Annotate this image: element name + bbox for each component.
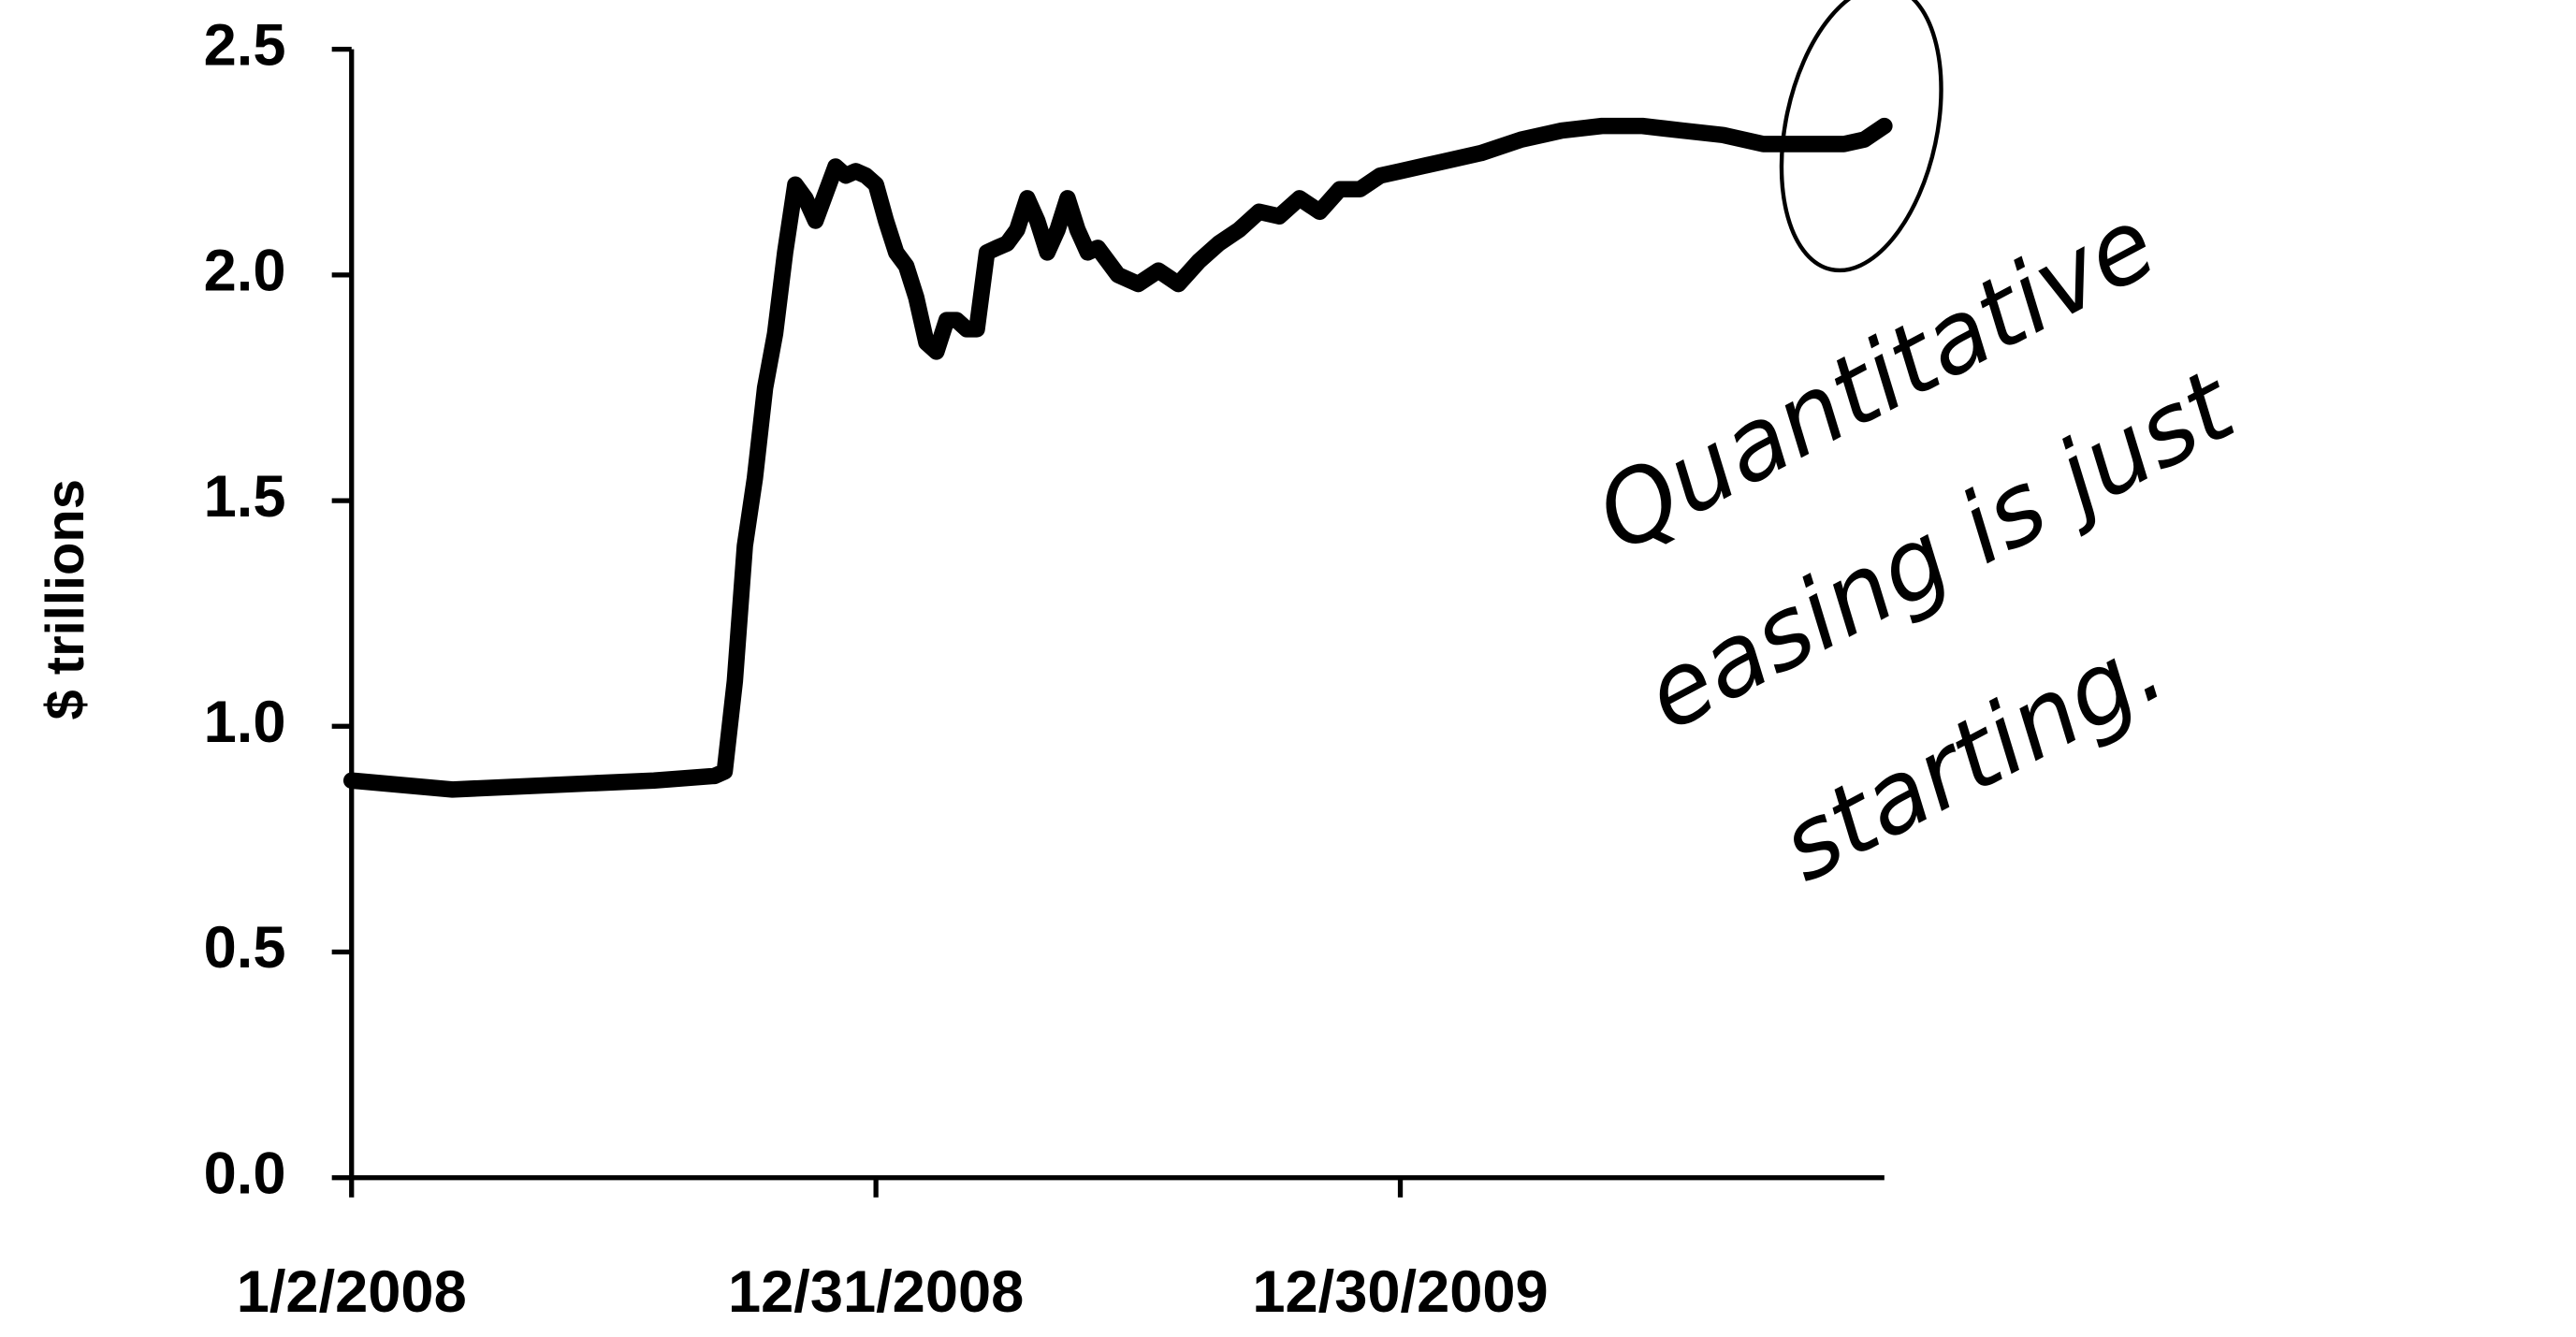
x-tick-label: 12/31/2008 — [728, 1259, 1024, 1325]
y-tick-label: 0.5 — [204, 915, 286, 981]
x-tick-label: 1/2/2008 — [237, 1259, 467, 1325]
data-line — [342, 117, 1893, 798]
y-tick-label: 1.5 — [204, 464, 286, 530]
y-axis-label: $ trillions — [36, 479, 95, 719]
annotation-circle — [1779, 0, 1943, 273]
y-tick-label: 1.0 — [204, 690, 286, 755]
y-tick-label: 2.0 — [204, 239, 286, 304]
x-tick-label: 12/30/2009 — [1252, 1259, 1548, 1325]
y-tick-label: 0.0 — [204, 1141, 286, 1206]
y-tick-label: 2.5 — [204, 12, 286, 78]
